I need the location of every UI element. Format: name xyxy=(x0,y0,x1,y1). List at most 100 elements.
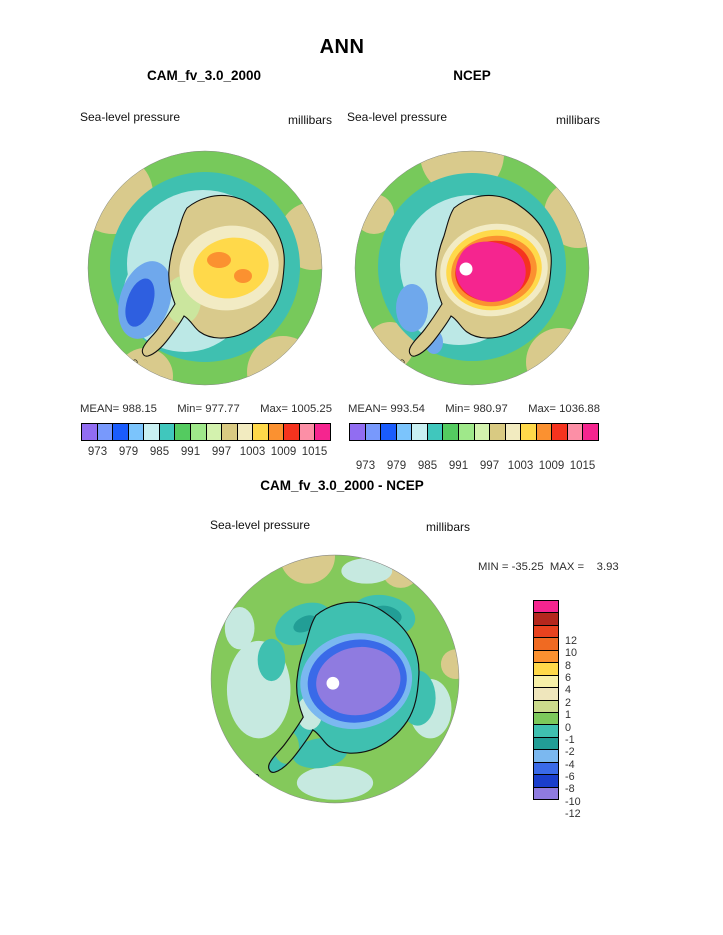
colorbar-tick-label: 1015 xyxy=(301,446,328,458)
cam-field-label: Sea-level pressure xyxy=(80,110,181,124)
continent-interior xyxy=(440,223,548,317)
colorbar-tick-label: 1003 xyxy=(239,446,266,458)
diff-colorbar-segment xyxy=(534,637,558,650)
colorbar-segment xyxy=(520,424,536,440)
colorbar-segment xyxy=(426,424,443,440)
colorbar-segment xyxy=(582,424,598,440)
near-zero-patch xyxy=(296,765,374,800)
colorbar-segment xyxy=(535,424,552,440)
diff-colorbar-label: 2 xyxy=(565,696,572,709)
ncep-min: Min= 980.97 xyxy=(445,403,508,415)
map-ncep xyxy=(354,150,590,386)
continent-interior xyxy=(165,225,279,324)
cam-colorbar xyxy=(81,423,331,441)
ncep-colorbar-ticks: 973 979 985 991 997 1003 1009 1015 xyxy=(349,460,599,474)
ncep-max: Max= 1036.88 xyxy=(528,403,600,415)
colorbar-tick-label: 1009 xyxy=(270,446,297,458)
colorbar-tick-label: 1015 xyxy=(569,460,596,472)
diff-colorbar-segment xyxy=(534,699,558,712)
colorbar-segment xyxy=(395,424,412,440)
continent-interior xyxy=(273,633,413,764)
colorbar-tick-label: 1003 xyxy=(507,460,534,472)
diff-colorbar-label: 8 xyxy=(565,659,572,672)
map-boundary xyxy=(210,554,460,804)
diff-colorbar-label: -2 xyxy=(565,746,575,759)
colorbar-segment xyxy=(473,424,490,440)
cam-units-label: millibars xyxy=(287,113,332,127)
colorbar-segment xyxy=(504,424,521,440)
ncep-mean: MEAN= 993.54 xyxy=(348,403,425,415)
diff-colorbar-segment xyxy=(534,761,558,775)
diff-colorbar xyxy=(533,600,559,800)
diff-colorbar-label: 12 xyxy=(565,634,578,647)
colorbar-tick-label: 973 xyxy=(87,446,108,458)
diff-colorbar-segment xyxy=(534,662,558,675)
diff-colorbar-segment xyxy=(534,724,558,737)
diff-colorbar-label: 6 xyxy=(565,672,572,684)
amundsen-low xyxy=(118,261,172,339)
map-boundary xyxy=(354,150,590,386)
colorbar-segment xyxy=(82,424,97,440)
cam-colorbar-ticks: 973 979 985 991 997 1003 1009 1015 xyxy=(81,446,331,460)
colorbar-segment xyxy=(457,424,474,440)
map-cam-layers xyxy=(88,151,322,385)
diff-colorbar-label: -1 xyxy=(565,733,575,746)
pole-missing-data-dot xyxy=(326,676,340,690)
colorbar-segment xyxy=(551,424,567,440)
colorbar-segment xyxy=(112,424,128,440)
colorbar-segment xyxy=(143,424,159,440)
antarctica-coastline xyxy=(408,194,552,357)
colorbar-tick-label: 985 xyxy=(417,460,438,472)
diff-colorbar-label: -12 xyxy=(565,808,581,821)
diff-colorbar-label: -8 xyxy=(565,783,575,796)
diff-colorbar-segment xyxy=(534,624,558,638)
diff-colorbar-label: 1 xyxy=(565,709,572,722)
central-high-anomaly xyxy=(455,241,526,302)
colorbar-segment xyxy=(158,424,175,440)
antarctica-coastline xyxy=(268,601,420,773)
diff-colorbar-segment xyxy=(534,612,558,625)
diff-colorbar-segment xyxy=(534,601,558,613)
colorbar-segment xyxy=(298,424,315,440)
diff-colorbar-segment xyxy=(534,786,558,799)
diff-colorbar-label: 4 xyxy=(565,684,572,697)
map-cam xyxy=(87,150,323,386)
colorbar-tick-label: 985 xyxy=(149,446,170,458)
colorbar-tick-label: 991 xyxy=(448,460,469,472)
colorbar-segment xyxy=(205,424,222,440)
colorbar-segment xyxy=(127,424,144,440)
colorbar-tick-label: 997 xyxy=(479,460,500,472)
diff-colorbar-segment xyxy=(534,687,558,700)
colorbar-segment xyxy=(96,424,113,440)
season-title: ANN xyxy=(319,36,365,58)
diff-colorbar-segment xyxy=(534,749,558,762)
ncep-colorbar xyxy=(349,423,599,441)
colorbar-segment xyxy=(252,424,268,440)
diff-colorbar-label: -6 xyxy=(565,771,575,783)
colorbar-segment xyxy=(411,424,427,440)
diff-field-label: Sea-level pressure xyxy=(210,518,311,532)
colorbar-segment xyxy=(489,424,505,440)
colorbar-segment xyxy=(380,424,396,440)
colorbar-segment xyxy=(221,424,237,440)
colorbar-tick-label: 979 xyxy=(386,460,407,472)
diff-colorbar-segment xyxy=(534,711,558,725)
colorbar-tick-label: 991 xyxy=(180,446,201,458)
diff-colorbar-label: 0 xyxy=(565,721,572,734)
pole-missing-data-dot xyxy=(459,262,473,276)
colorbar-segment xyxy=(189,424,206,440)
map-diff xyxy=(210,554,460,804)
diff-colorbar-segment xyxy=(534,649,558,663)
diff-colorbar-segment xyxy=(534,774,558,787)
near-zero-patch xyxy=(341,558,393,584)
ocean-low-patch xyxy=(396,284,428,332)
colorbar-segment xyxy=(283,424,299,440)
cam-mean: MEAN= 988.15 xyxy=(80,403,157,415)
cam-max: Max= 1005.25 xyxy=(260,403,332,415)
map-diff-layers xyxy=(211,555,459,803)
diff-colorbar-segment xyxy=(534,736,558,750)
panel-title-ncep: NCEP xyxy=(453,68,491,83)
ncep-units-label: millibars xyxy=(555,113,600,127)
map-boundary xyxy=(87,150,323,386)
